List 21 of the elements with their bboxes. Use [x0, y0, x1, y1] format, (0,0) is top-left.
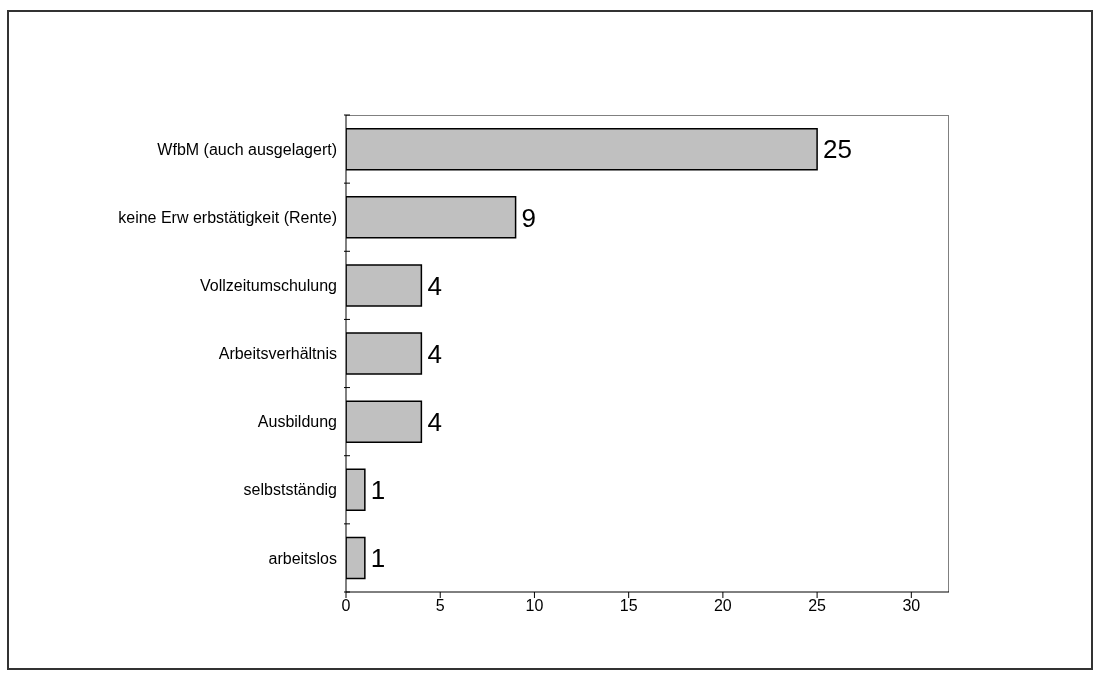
data-label: 9	[521, 202, 537, 233]
y-tick-label: Arbeitsverhältnis	[218, 345, 337, 363]
data-label: 4	[427, 270, 442, 301]
x-tick-label: 15	[619, 597, 638, 615]
y-tick-label: selbstständig	[243, 481, 337, 499]
data-label: 1	[370, 475, 386, 506]
x-tick-label: 25	[808, 597, 827, 615]
x-tick-label: 0	[341, 597, 351, 615]
x-tick-label: 30	[902, 597, 921, 615]
x-tick-label: 10	[525, 597, 544, 615]
y-tick-label: keine Erw erbstätigkeit (Rente)	[118, 208, 337, 226]
y-tick-label: Ausbildung	[257, 413, 337, 431]
data-label: 4	[427, 406, 442, 437]
y-tick-label: WfbM (auch ausgelagert)	[157, 140, 337, 158]
x-tick-label: 20	[713, 597, 732, 615]
y-tick-label: Vollzeitumschulung	[200, 276, 337, 294]
x-tick-label: 5	[435, 597, 445, 615]
y-tick-label: arbeitslos	[268, 549, 337, 567]
data-label: 25	[823, 134, 853, 165]
data-label: 1	[370, 543, 386, 574]
data-label: 4	[427, 338, 442, 369]
